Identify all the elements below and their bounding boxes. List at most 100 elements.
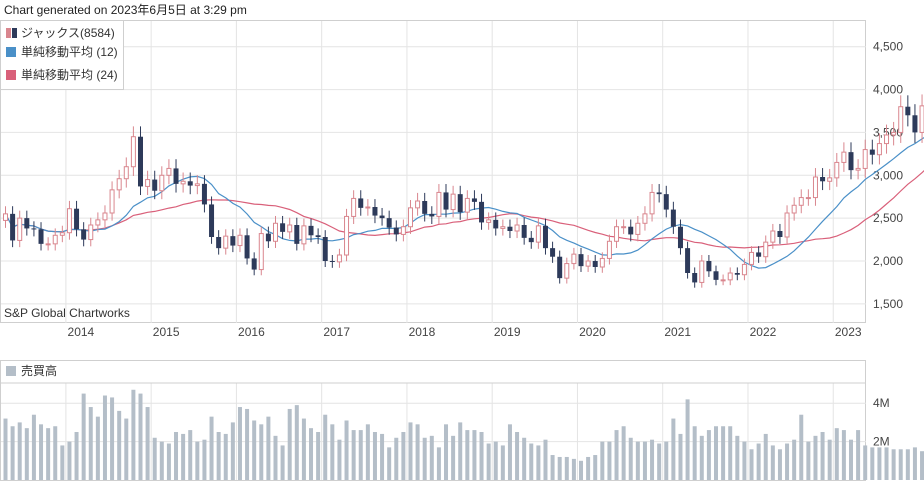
volume-bar — [316, 432, 321, 480]
candle — [223, 229, 229, 255]
candle — [628, 219, 634, 242]
candle-body-down — [379, 215, 385, 219]
candle — [436, 184, 442, 224]
candle-body-down — [528, 237, 534, 243]
candle-body-down — [592, 261, 598, 267]
candle — [763, 235, 769, 263]
volume-bar — [223, 433, 228, 480]
volume-bar — [266, 416, 271, 480]
candle — [550, 241, 556, 263]
candle-body-down — [10, 213, 16, 241]
candle — [656, 184, 662, 203]
volume-bar — [117, 410, 122, 480]
candle — [869, 139, 875, 165]
volume-bar — [628, 437, 633, 480]
candle — [784, 205, 790, 244]
volume-bar — [245, 408, 250, 480]
candle-body-up — [585, 260, 591, 267]
x-tick-label: 2023 — [835, 325, 862, 339]
candle-body-up — [365, 206, 371, 209]
volume-bar — [635, 441, 640, 480]
candle — [81, 222, 87, 247]
candle — [777, 223, 783, 244]
volume-bar — [856, 430, 861, 480]
candle — [145, 170, 151, 196]
candle-body-down — [251, 258, 257, 270]
volume-bar — [884, 447, 889, 480]
candle — [244, 228, 250, 265]
volume-bar — [294, 405, 299, 480]
candle-body-up — [400, 226, 406, 235]
candle-body-down — [265, 233, 271, 242]
candle-body-down — [557, 256, 563, 279]
candle — [798, 189, 804, 214]
candle-body-up — [102, 212, 108, 221]
candle — [791, 197, 797, 221]
candle-body-down — [507, 226, 513, 231]
candle — [258, 226, 264, 276]
candle-body-up — [621, 226, 627, 229]
candle-body-up — [407, 207, 413, 228]
volume-bar — [273, 435, 278, 480]
candle — [621, 219, 627, 234]
price-legend: ジャックス(8584) 単純移動平均 (12) 単純移動平均 (24) — [0, 20, 124, 90]
x-tick-label: 2014 — [68, 325, 95, 339]
candle — [130, 126, 136, 177]
candle-body-down — [280, 223, 286, 232]
candle-body-down — [187, 181, 193, 186]
volume-bar — [451, 435, 456, 480]
volume-bar — [699, 435, 704, 480]
candle-body-up — [415, 200, 421, 209]
volume-bar — [60, 445, 65, 480]
candle — [713, 265, 719, 286]
candle — [230, 229, 236, 253]
candle-icon — [6, 28, 17, 38]
candle-body-up — [720, 279, 726, 282]
volume-bar — [145, 407, 150, 480]
volume-bar — [735, 435, 740, 480]
volume-bar — [415, 424, 420, 480]
volume-bar — [614, 430, 619, 480]
volume-y-tick-label: 2M — [873, 435, 890, 449]
candle — [209, 196, 215, 244]
candle — [166, 159, 172, 185]
candle — [31, 221, 37, 237]
volume-bar — [358, 430, 363, 480]
candle-body-up — [784, 212, 790, 238]
candle-body-up — [891, 131, 897, 136]
candle-body-down — [386, 218, 392, 228]
candle — [102, 205, 108, 228]
candle — [749, 246, 755, 271]
candle-body-up — [919, 105, 924, 133]
candle — [251, 252, 257, 276]
candle — [173, 159, 179, 193]
volume-y-axis: 2M 4M — [873, 396, 890, 448]
candle-body-up — [3, 213, 8, 221]
volume-bar — [124, 418, 129, 480]
volume-bar — [465, 430, 470, 480]
ma24-line — [4, 170, 924, 249]
volume-bar — [912, 447, 917, 480]
price-y-tick-label: 1,500 — [873, 297, 903, 311]
volume-bar — [763, 433, 768, 480]
candle — [500, 219, 506, 236]
candle-body-down — [81, 229, 87, 240]
volume-bar — [600, 441, 605, 480]
candle-body-down — [479, 201, 485, 223]
volume-bar — [522, 437, 527, 480]
price-y-tick-label: 4,000 — [873, 83, 903, 97]
volume-bar — [742, 441, 747, 480]
volume-bar — [95, 416, 100, 480]
volume-bar — [131, 389, 136, 480]
candle-body-down — [152, 179, 158, 191]
candle — [74, 200, 80, 237]
candle-body-up — [535, 225, 541, 243]
candle-body-up — [88, 224, 94, 241]
candle-body-up — [812, 176, 818, 199]
candle-body-down — [542, 225, 548, 249]
candle-body-down — [777, 231, 783, 237]
volume-bar — [550, 455, 555, 480]
candle — [287, 217, 293, 239]
candle — [351, 190, 357, 224]
candle-body-down — [429, 213, 435, 217]
